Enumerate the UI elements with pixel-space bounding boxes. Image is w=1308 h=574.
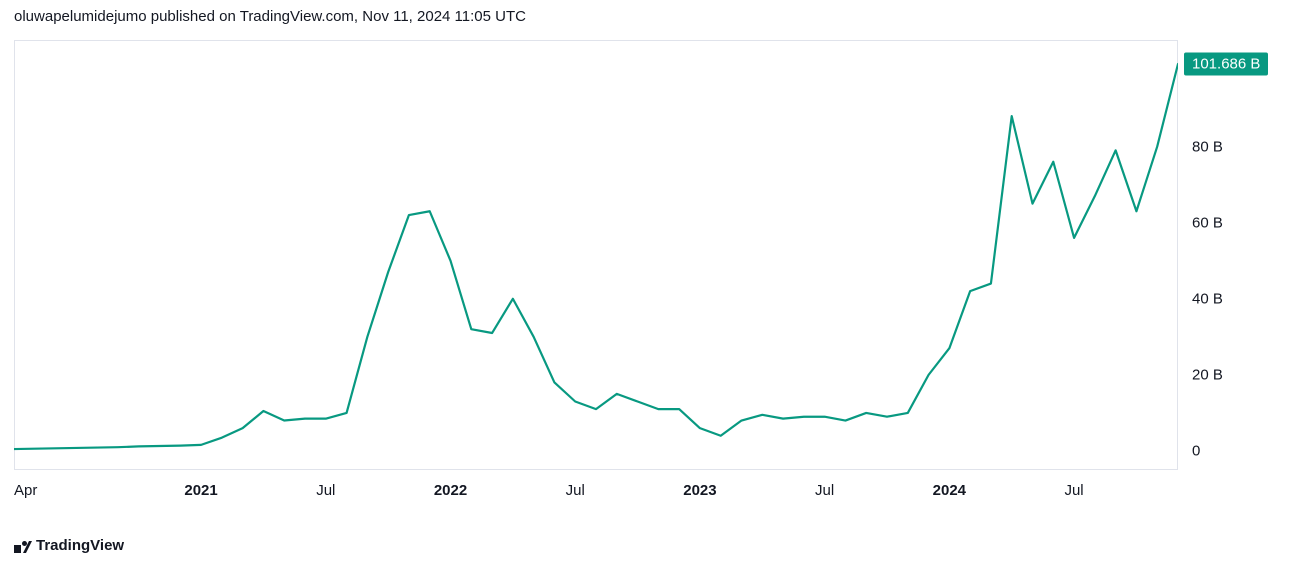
- x-tick-label: 2021: [184, 482, 217, 499]
- tradingview-brand-text: TradingView: [36, 537, 124, 554]
- y-tick-label: 80 B: [1192, 138, 1223, 155]
- line-chart: [14, 40, 1178, 470]
- x-tick-label: 2024: [933, 482, 966, 499]
- chart-line: [14, 64, 1178, 449]
- x-tick-label: Jul: [316, 482, 335, 499]
- y-axis: 101.686 B 0 20 B 40 B 60 B 80 B: [1180, 40, 1300, 470]
- current-value-badge: 101.686 B: [1184, 53, 1268, 76]
- x-tick-label: 2023: [683, 482, 716, 499]
- x-tick-label: Apr: [14, 482, 37, 499]
- tradingview-logo-icon: [14, 540, 32, 552]
- x-tick-label: 2022: [434, 482, 467, 499]
- x-axis: Apr 2021 Jul 2022 Jul 2023 Jul 2024 Jul: [14, 476, 1178, 506]
- x-tick-label: Jul: [566, 482, 585, 499]
- y-tick-label: 60 B: [1192, 214, 1223, 231]
- x-tick-label: Jul: [815, 482, 834, 499]
- x-tick-label: Jul: [1064, 482, 1083, 499]
- y-tick-label: 0: [1192, 442, 1200, 459]
- header-attribution: oluwapelumidejumo published on TradingVi…: [14, 8, 526, 25]
- y-tick-label: 20 B: [1192, 366, 1223, 383]
- tradingview-brand: TradingView: [14, 537, 124, 554]
- y-tick-label: 40 B: [1192, 290, 1223, 307]
